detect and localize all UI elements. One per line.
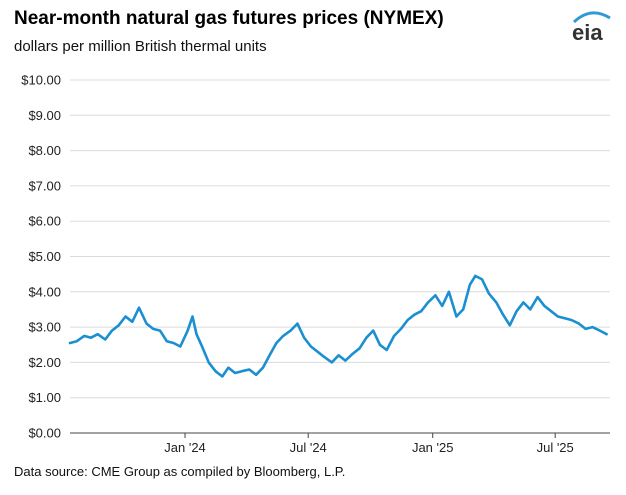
y-tick-label: $4.00 [28, 284, 61, 299]
y-axis-ticks: $0.00 $1.00 $2.00 $3.00 $4.00 $5.00 $6.00 $7.00… [21, 73, 61, 441]
y-tick-label: $5.00 [28, 249, 61, 264]
data-source-note: Data source: CME Group as compiled by Bl… [14, 464, 346, 479]
y-tick-label: $8.00 [28, 143, 61, 158]
y-tick-label: $3.00 [28, 320, 61, 335]
series-layer [68, 274, 608, 378]
y-tick-label: $0.00 [28, 426, 61, 441]
series-line [68, 274, 608, 378]
logo-arc-icon [572, 11, 611, 24]
chart-subtitle: dollars per million British thermal unit… [14, 38, 267, 55]
y-tick-label: $9.00 [28, 108, 61, 123]
x-axis-ticks: Jan '24 Jul '24 Jan '25 Jul '25 [164, 440, 573, 455]
y-tick-label: $10.00 [21, 73, 61, 88]
y-tick-label: $6.00 [28, 214, 61, 229]
x-axis [70, 432, 610, 438]
chart-title: Near-month natural gas futures prices (N… [14, 8, 444, 29]
y-tick-label: $1.00 [28, 390, 61, 405]
x-tick-label: Jul '24 [290, 440, 327, 455]
x-tick-label: Jan '25 [412, 440, 454, 455]
grid-lines [70, 79, 610, 399]
eia-logo: eia [572, 11, 611, 42]
logo-text: eia [572, 20, 603, 42]
x-tick-label: Jan '24 [164, 440, 206, 455]
x-tick-label: Jul '25 [537, 440, 574, 455]
y-tick-label: $2.00 [28, 355, 61, 370]
y-tick-label: $7.00 [28, 178, 61, 193]
